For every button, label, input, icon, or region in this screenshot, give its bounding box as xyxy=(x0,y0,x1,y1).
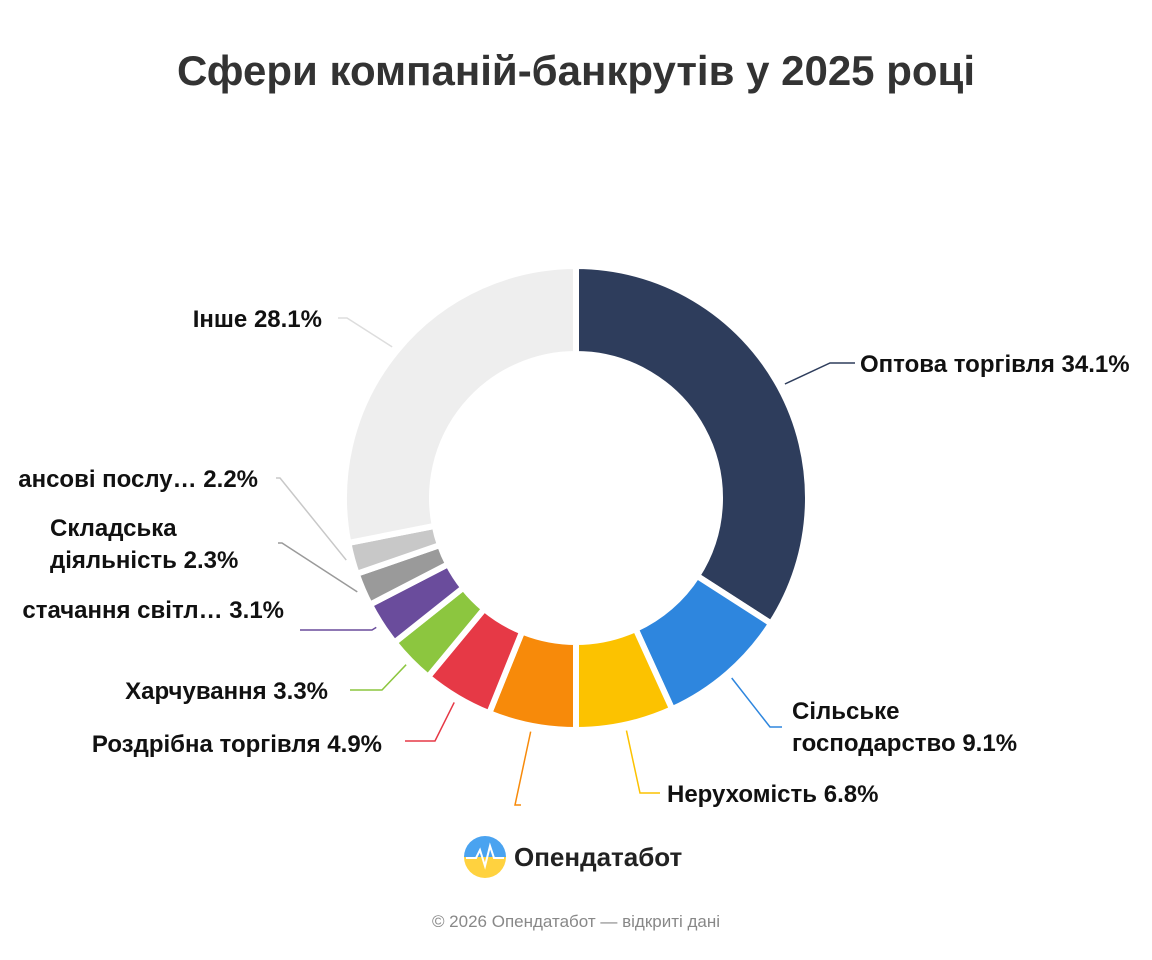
logo-icon xyxy=(464,836,506,878)
label-value: 4.9% xyxy=(327,731,382,758)
data-label: Інше 28.1% xyxy=(193,304,322,336)
leader-line xyxy=(338,317,393,348)
data-label: Сільське господарство 9.1% xyxy=(792,696,1062,760)
data-label: Харчування 3.3% xyxy=(125,676,328,708)
label-value: 28.1% xyxy=(253,306,322,333)
leader-line xyxy=(625,730,660,794)
data-label: ансові послу… 2.2% xyxy=(18,464,258,496)
label-value: 2.3% xyxy=(183,547,239,574)
label-name: Інше xyxy=(192,306,248,333)
label-name: Роздрібна торгівля xyxy=(91,731,321,758)
logo-pulse xyxy=(466,842,504,870)
donut-segment xyxy=(573,263,811,627)
leader-line xyxy=(350,664,407,691)
leader-line xyxy=(514,731,532,806)
data-label: Нерухомість 6.8% xyxy=(667,779,878,811)
leader-line xyxy=(300,626,377,631)
label-value: 2.2% xyxy=(203,466,258,493)
label-name: ансові послу… xyxy=(18,466,197,493)
label-name: Складська діяльність xyxy=(50,515,177,574)
leader-line xyxy=(278,542,358,593)
footer: © 2026 Опендатабот — відкриті дані xyxy=(431,912,721,931)
label-name: Харчування xyxy=(125,678,267,705)
brand-name: Опендатабот xyxy=(514,842,683,872)
leader-line xyxy=(731,677,782,728)
leader-line xyxy=(784,362,855,385)
label-name: Сільське господарство xyxy=(792,698,956,757)
data-label: Роздрібна торгівля 4.9% xyxy=(92,729,382,761)
data-label: стачання світл… 3.1% xyxy=(22,595,284,627)
label-name: стачання світл… xyxy=(22,597,223,624)
label-name: Нерухомість xyxy=(667,781,818,808)
leader-line xyxy=(276,477,347,561)
chart-title: Сфери компаній-банкрутів у 2025 році xyxy=(177,47,975,94)
label-value: 3.3% xyxy=(273,678,328,705)
data-label: Оптова торгівля 34.1% xyxy=(860,349,1130,381)
label-value: 6.8% xyxy=(823,781,879,808)
leader-line xyxy=(405,702,455,742)
label-name: Оптова торгівля xyxy=(860,351,1055,378)
label-value: 3.1% xyxy=(229,597,284,624)
donut-segment xyxy=(341,263,579,546)
data-label: Складська діяльність 2.3% xyxy=(50,513,280,577)
label-value: 9.1% xyxy=(962,730,1018,757)
label-value: 34.1% xyxy=(1061,351,1130,378)
